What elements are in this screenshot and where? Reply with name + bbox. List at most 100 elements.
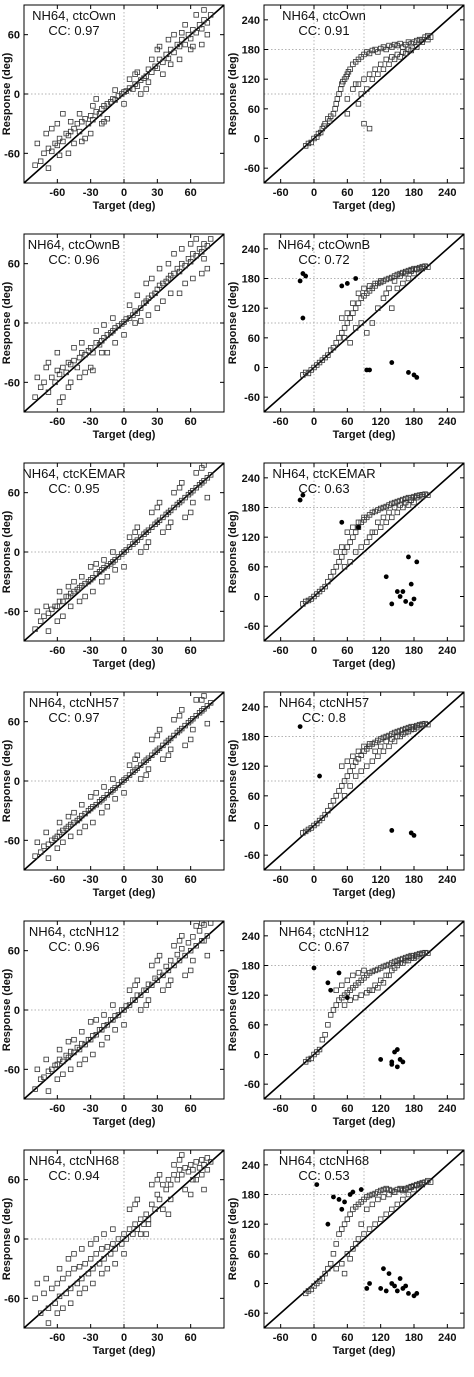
data-point-open bbox=[336, 788, 342, 794]
data-point-open bbox=[402, 1185, 409, 1192]
data-point-open bbox=[344, 1216, 351, 1222]
data-point-open bbox=[201, 478, 207, 484]
scatter-panel-2: -60 0 60 120 180 240 -60 0 60 120 180 240 Target (de… bbox=[227, 4, 465, 212]
data-point-filled bbox=[400, 1059, 406, 1065]
data-point-open bbox=[425, 950, 431, 956]
scatter-panel-10: -60 0 60 120 180 240 -60 0 60 120 180 240 Target (de… bbox=[227, 920, 465, 1128]
data-point-open bbox=[358, 544, 364, 550]
data-point-open bbox=[65, 1270, 72, 1277]
y-tick-label: 240 bbox=[242, 473, 260, 485]
panel-title: NH64, ctcNH57 bbox=[279, 695, 369, 710]
y-tick-label: 60 bbox=[248, 791, 260, 803]
data-point-open bbox=[134, 977, 141, 984]
data-point-open bbox=[76, 1046, 83, 1053]
data-point-open bbox=[339, 783, 345, 789]
data-point-open bbox=[372, 66, 378, 72]
data-point-open bbox=[160, 972, 166, 979]
data-point-open bbox=[179, 1172, 185, 1178]
data-point-open bbox=[171, 31, 177, 38]
data-point-open bbox=[41, 150, 47, 157]
y-tick-label: -60 bbox=[244, 850, 260, 862]
data-point-open bbox=[145, 66, 152, 72]
data-point-open bbox=[34, 839, 41, 846]
y-axis-label: Response (deg) bbox=[227, 52, 239, 135]
data-point-open bbox=[391, 958, 398, 965]
y-tick-label: 60 bbox=[248, 104, 260, 116]
x-tick-label: 120 bbox=[371, 416, 389, 428]
data-point-open bbox=[193, 713, 199, 719]
data-point-open bbox=[45, 1320, 52, 1326]
data-point-open bbox=[67, 1300, 74, 1306]
panel-title: NH64, ctcNH12 bbox=[29, 924, 119, 939]
data-point-open bbox=[190, 27, 196, 33]
data-point-filled bbox=[394, 1064, 400, 1070]
data-point-open bbox=[160, 987, 166, 993]
data-point-open bbox=[54, 120, 61, 127]
data-point-open bbox=[193, 485, 199, 491]
data-point-open bbox=[143, 86, 149, 92]
data-point-open bbox=[112, 785, 118, 791]
data-point-open bbox=[201, 706, 207, 712]
data-points bbox=[32, 7, 214, 171]
data-point-open bbox=[380, 1194, 387, 1200]
data-point-open bbox=[372, 508, 378, 515]
data-point-open bbox=[377, 1187, 384, 1194]
x-tick-label: -60 bbox=[273, 645, 289, 657]
data-point-open bbox=[347, 66, 353, 72]
data-point-filled bbox=[389, 1061, 395, 1067]
data-point-open bbox=[419, 265, 426, 272]
data-point-open bbox=[49, 148, 55, 155]
data-point-open bbox=[182, 22, 188, 28]
x-tick-label: 60 bbox=[341, 187, 353, 199]
data-point-open bbox=[54, 845, 61, 851]
data-point-open bbox=[427, 1179, 434, 1185]
data-point-open bbox=[134, 1196, 141, 1203]
data-point-open bbox=[54, 618, 61, 624]
data-point-open bbox=[167, 507, 174, 514]
data-point-open bbox=[386, 509, 392, 516]
x-tick-label: 180 bbox=[405, 874, 423, 886]
data-point-open bbox=[119, 1241, 125, 1247]
panel-title: NH64, ctcNH57 bbox=[29, 695, 119, 710]
data-point-open bbox=[193, 12, 199, 18]
data-point-open bbox=[391, 504, 398, 511]
data-point-open bbox=[101, 322, 107, 328]
data-point-open bbox=[347, 340, 353, 346]
data-point-open bbox=[101, 1012, 107, 1018]
data-point-open bbox=[394, 509, 401, 516]
data-point-open bbox=[32, 626, 38, 632]
data-point-open bbox=[56, 371, 63, 378]
data-point-open bbox=[375, 1196, 381, 1203]
x-tick-label: 120 bbox=[371, 187, 389, 199]
y-tick-label: 180 bbox=[242, 961, 260, 973]
data-point-filled bbox=[339, 1206, 345, 1212]
data-point-open bbox=[397, 502, 403, 508]
data-point-filled bbox=[414, 1290, 420, 1296]
data-point-open bbox=[201, 17, 207, 23]
data-points bbox=[302, 949, 431, 1070]
data-point-open bbox=[112, 340, 118, 346]
data-point-open bbox=[65, 813, 72, 820]
data-point-open bbox=[52, 1300, 58, 1306]
data-point-open bbox=[182, 514, 188, 521]
data-point-open bbox=[366, 1192, 373, 1199]
data-point-open bbox=[419, 493, 426, 500]
y-tick-label: 0 bbox=[254, 592, 260, 604]
panel-title: NH64, ctcKEMAR bbox=[272, 466, 375, 481]
data-point-open bbox=[32, 1295, 38, 1302]
correlation-annotation: CC: 0.96 bbox=[48, 939, 99, 954]
data-point-open bbox=[121, 564, 127, 570]
data-point-open bbox=[402, 495, 409, 502]
data-point-open bbox=[391, 273, 398, 279]
data-point-open bbox=[145, 755, 152, 761]
scatter-panel-7: -60 -30 0 30 60 -60 0 60 Target (deg) Response (d… bbox=[1, 691, 225, 899]
data-point-open bbox=[167, 735, 174, 742]
y-tick-label: 180 bbox=[242, 1190, 260, 1202]
data-point-open bbox=[380, 963, 387, 970]
data-point-open bbox=[196, 1165, 203, 1171]
data-point-open bbox=[355, 101, 362, 107]
data-point-open bbox=[204, 952, 211, 959]
data-point-open bbox=[145, 766, 152, 772]
data-point-open bbox=[156, 1196, 163, 1203]
data-point-open bbox=[377, 743, 384, 750]
